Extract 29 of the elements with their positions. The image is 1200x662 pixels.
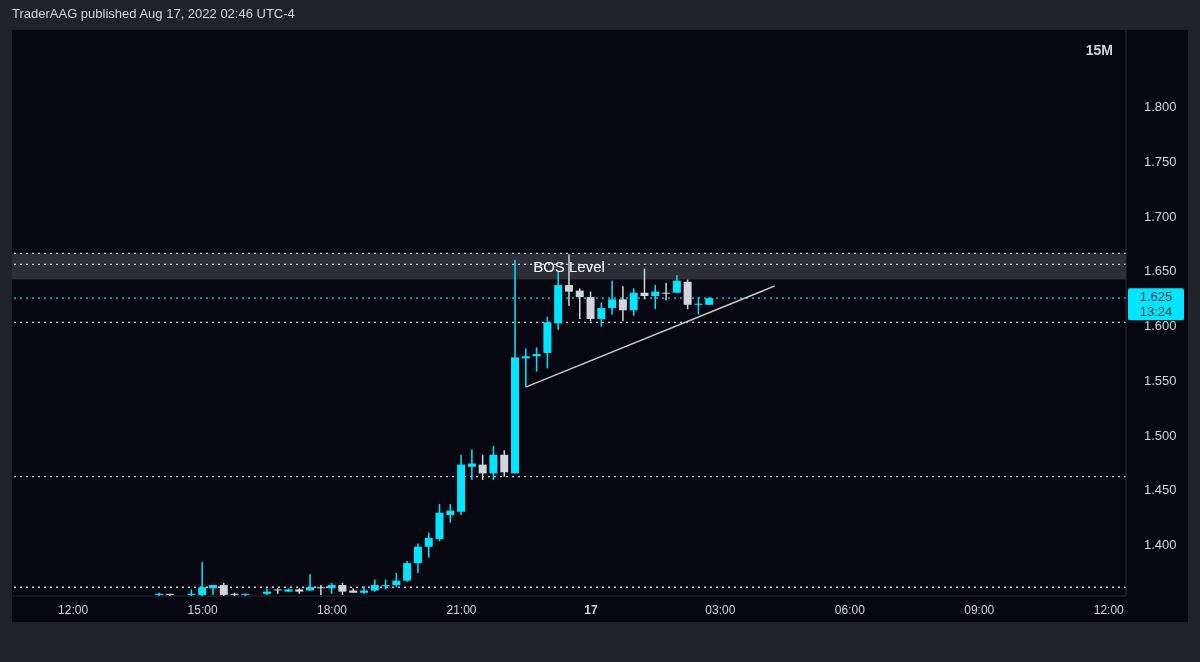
candlestick: [208, 585, 217, 595]
x-tick-label: 17: [584, 603, 598, 617]
x-tick-label: 21:00: [446, 603, 477, 617]
y-tick-label: 1.750: [1144, 153, 1177, 169]
text: 15M: [1085, 42, 1113, 58]
ref-line-label: 1.625 13:24: [1139, 289, 1173, 320]
candlestick: [198, 562, 207, 596]
y-tick-label: 1.400: [1144, 537, 1177, 553]
text: TraderAAG published Aug 17, 2022 02:46 UTC-4: [12, 6, 295, 21]
candlestick: [618, 286, 627, 322]
x-tick-label: 09:00: [964, 603, 995, 617]
x-tick-label: 03:00: [705, 603, 736, 617]
x-tick-label: 12:00: [58, 603, 89, 617]
x-tick-label: 18:00: [317, 603, 348, 617]
y-tick-label: 1.550: [1144, 372, 1177, 388]
y-tick-label: 1.700: [1144, 208, 1177, 224]
y-tick-label: 1.600: [1144, 318, 1177, 334]
candlestick: [467, 449, 476, 480]
candlestick: [306, 574, 315, 591]
y-tick-label: 1.450: [1144, 482, 1177, 498]
candlestick: [662, 282, 671, 301]
candlestick: [575, 288, 584, 320]
y-tick-label: 1.500: [1144, 427, 1177, 443]
x-tick-label: 15:00: [187, 603, 218, 617]
y-tick-label: 1.800: [1144, 99, 1177, 115]
x-tick-label: 06:00: [834, 603, 866, 617]
x-tick-label: 12:00: [1093, 603, 1125, 617]
band-label: BOS Level: [533, 257, 605, 275]
y-tick-label: 1.650: [1144, 263, 1177, 279]
